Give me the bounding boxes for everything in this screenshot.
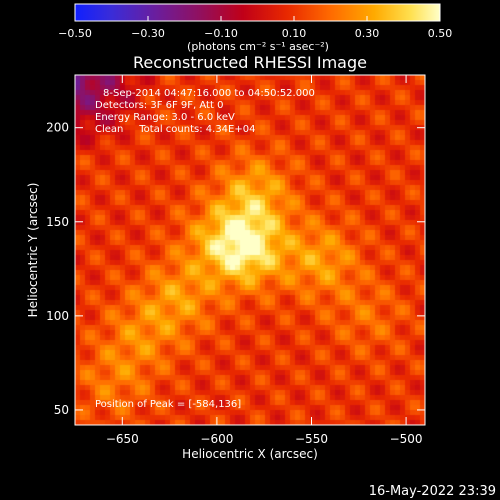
peak-position-label: Position of Peak = [-584,136]: [95, 399, 241, 410]
footer-timestamp: 16-May-2022 23:39: [369, 484, 496, 499]
colorbar-tick-label: −0.10: [204, 27, 238, 40]
colorbar-gradient: [74, 3, 441, 22]
heatmap-image: [75, 75, 425, 425]
info-line-clean: Clean Total counts: 4.34E+04: [95, 124, 255, 135]
chart-title: Reconstructed RHESSI Image: [133, 53, 367, 72]
x-tick-label: −550: [295, 432, 328, 446]
info-line-detectors: Detectors: 3F 6F 9F, Att 0: [95, 100, 223, 111]
colorbar-tick-label: −0.30: [131, 27, 165, 40]
colorbar-unit-label: (photons cm⁻² s⁻¹ asec⁻²): [187, 40, 329, 53]
plot-frame: [74, 74, 426, 426]
x-axis-label: Heliocentric X (arcsec): [182, 447, 318, 461]
axis-ticks: −650 −600 −550 −500 50 100 150 200: [46, 75, 425, 446]
y-tick-label: 150: [46, 215, 69, 229]
x-tick-label: −650: [106, 432, 139, 446]
colorbar-tick-label: 0.30: [355, 27, 380, 40]
heatmap-canvas: [75, 75, 425, 425]
y-tick-label: 100: [46, 309, 69, 323]
info-line-time: 8-Sep-2014 04:47:16.000 to 04:50:52.000: [103, 88, 315, 99]
colorbar: −0.50 −0.30 −0.10 0.10 0.30 0.50 (photons cm⁻…: [58, 3, 452, 53]
x-tick-label: −600: [200, 432, 233, 446]
y-axis-label: Heliocentric Y (arcsec): [26, 183, 40, 318]
x-tick-label: −500: [390, 432, 423, 446]
colorbar-tick-label: 0.50: [428, 27, 453, 40]
colorbar-ticks: −0.50 −0.30 −0.10 0.10 0.30 0.50: [58, 16, 452, 40]
observation-info: 8-Sep-2014 04:47:16.000 to 04:50:52.000 …: [95, 88, 315, 135]
info-line-energy: Energy Range: 3.0 - 6.0 keV: [95, 112, 235, 123]
colorbar-tick-label: −0.50: [58, 27, 92, 40]
y-tick-label: 50: [54, 403, 69, 417]
colorbar-tick-label: 0.10: [282, 27, 307, 40]
y-tick-label: 200: [46, 121, 69, 135]
